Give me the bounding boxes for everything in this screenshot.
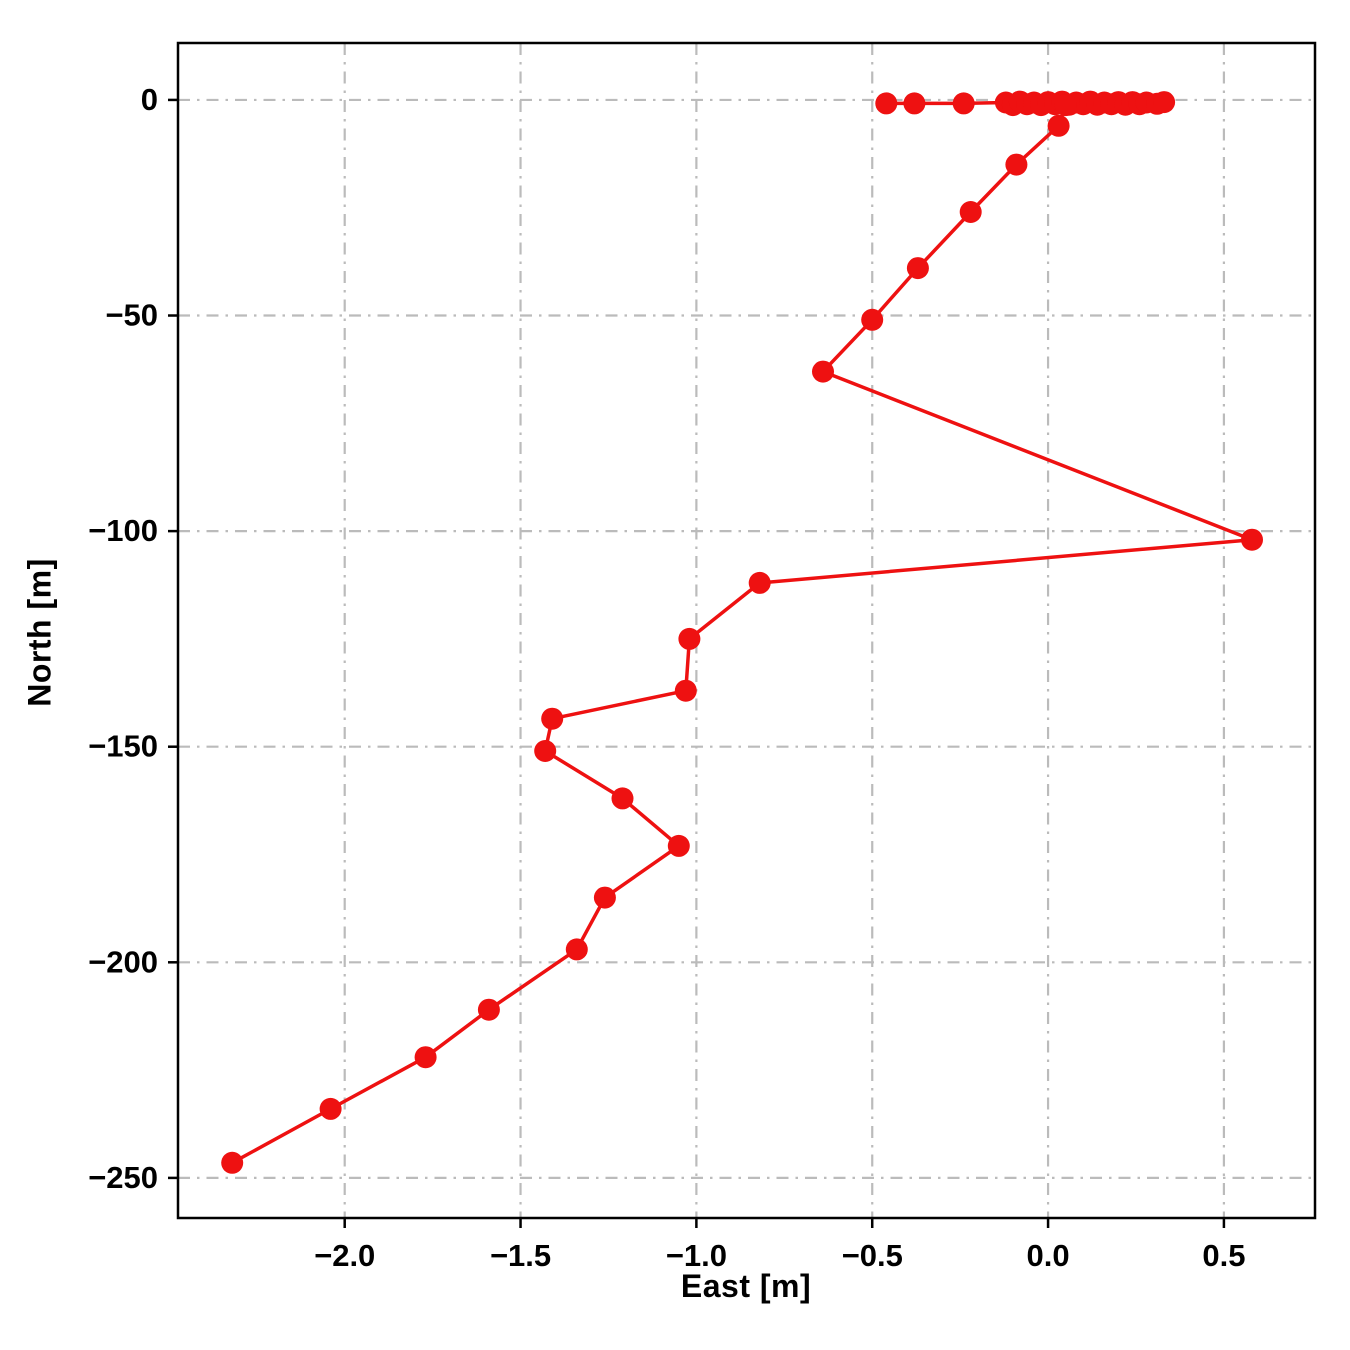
- x-tick-label: −2.0: [314, 1238, 375, 1273]
- trajectory-marker: [611, 787, 634, 810]
- x-tick-label: −1.5: [490, 1238, 551, 1273]
- x-axis-label: East [m]: [680, 1268, 812, 1304]
- trajectory-marker: [477, 998, 500, 1021]
- x-tick-label: 0.0: [1027, 1238, 1070, 1273]
- x-tick-label: −0.5: [842, 1238, 903, 1273]
- trajectory-marker: [1241, 528, 1263, 551]
- trajectory-marker: [319, 1097, 342, 1120]
- trajectory-marker: [959, 201, 982, 223]
- trajectory-marker: [812, 360, 834, 383]
- trajectory-marker: [414, 1046, 437, 1069]
- trajectory-marker: [541, 707, 564, 730]
- trajectory-marker: [906, 257, 929, 280]
- y-tick-label: −250: [88, 1160, 158, 1195]
- y-tick-label: 0: [141, 82, 158, 117]
- trajectory-line: [230, 99, 1254, 1165]
- trajectory-marker: [875, 92, 898, 115]
- trajectory-marker: [221, 1151, 244, 1174]
- trajectory-marker: [593, 886, 616, 909]
- trajectory-marker: [667, 834, 690, 857]
- x-tick-label: 0.5: [1202, 1238, 1245, 1273]
- trajectory-marker: [565, 938, 588, 961]
- trajectory-marker: [678, 627, 701, 650]
- trajectory-marker: [534, 740, 557, 762]
- x-tick-label: −1.0: [666, 1238, 727, 1273]
- y-tick-label: −50: [105, 298, 158, 333]
- trajectory-marker: [674, 679, 697, 702]
- trajectory-marker: [1054, 94, 1077, 117]
- y-tick-label: −100: [88, 513, 158, 548]
- trajectory-marker: [1153, 91, 1176, 114]
- trajectory-marker: [861, 308, 884, 331]
- trajectory-marker: [748, 571, 771, 594]
- trajectory-marker: [952, 92, 975, 115]
- y-tick-label: −150: [88, 729, 158, 764]
- trajectory-marker: [1005, 153, 1028, 176]
- y-tick-label: −200: [88, 944, 158, 979]
- trajectory-marker: [903, 92, 926, 115]
- y-axis-label: North [m]: [21, 558, 58, 707]
- trajectory-marker: [1047, 114, 1070, 137]
